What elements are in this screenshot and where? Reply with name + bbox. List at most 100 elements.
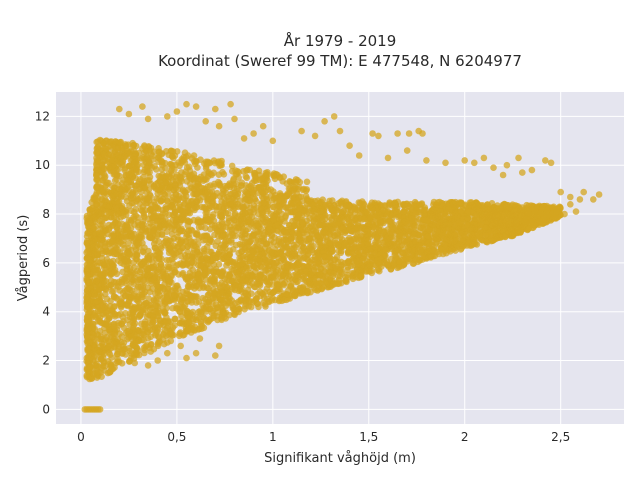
data-point [152, 244, 159, 251]
data-point [358, 262, 366, 269]
data-point [312, 286, 319, 294]
data-point [145, 295, 152, 302]
data-point [268, 297, 276, 304]
data-point [266, 226, 274, 233]
data-point [276, 296, 283, 304]
data-point [184, 243, 191, 250]
data-point [304, 287, 312, 295]
data-point [226, 299, 233, 306]
data-point [263, 260, 271, 267]
data-point [211, 280, 218, 288]
data-point [318, 285, 326, 293]
data-point [524, 208, 532, 216]
data-point [300, 244, 307, 251]
data-point [206, 248, 214, 256]
data-point [249, 280, 256, 287]
data-point [184, 197, 192, 205]
data-point [310, 265, 318, 272]
data-point [141, 271, 149, 278]
data-point [321, 215, 329, 223]
data-point [316, 271, 323, 279]
data-point [221, 275, 228, 283]
data-point [147, 206, 154, 213]
data-point [188, 227, 196, 234]
data-point [99, 341, 107, 348]
data-point [86, 259, 94, 266]
data-point [373, 204, 381, 211]
data-point [102, 309, 110, 317]
data-point [232, 241, 240, 249]
data-point [120, 183, 128, 190]
data-point [368, 267, 375, 275]
data-point [338, 270, 346, 277]
data-point [315, 220, 323, 227]
data-point [310, 275, 318, 282]
data-point [184, 327, 191, 335]
data-point [322, 274, 329, 281]
data-point [203, 284, 211, 292]
data-point [423, 217, 431, 225]
data-point [131, 208, 138, 216]
data-point [114, 229, 122, 237]
data-point [163, 290, 170, 298]
data-point [124, 301, 131, 308]
data-point [155, 255, 162, 262]
data-point [89, 265, 97, 273]
data-point [332, 263, 339, 271]
data-point [149, 224, 157, 231]
data-point [263, 219, 270, 226]
data-point [445, 205, 452, 213]
data-point [169, 250, 176, 257]
data-point [337, 249, 345, 257]
data-point [106, 203, 113, 210]
data-point [103, 248, 111, 255]
data-point [223, 283, 231, 291]
data-point [182, 320, 189, 328]
data-point [222, 293, 230, 300]
data-point [107, 363, 114, 371]
data-point [523, 201, 530, 209]
data-point [114, 350, 121, 358]
data-point [372, 243, 379, 250]
data-point [345, 246, 353, 253]
data-point [179, 244, 186, 251]
data-point [144, 328, 152, 336]
data-point [92, 212, 100, 220]
data-point [355, 267, 363, 274]
data-point [229, 277, 237, 285]
data-point [108, 237, 116, 245]
data-point [105, 343, 112, 350]
data-point [171, 296, 179, 304]
data-point [85, 216, 93, 223]
data-point [167, 337, 175, 345]
data-point [373, 234, 381, 242]
data-point [326, 263, 334, 270]
data-point [349, 269, 356, 277]
data-point [377, 217, 384, 224]
data-point [242, 290, 249, 297]
data-point [162, 318, 169, 326]
data-point [291, 250, 299, 258]
data-point [397, 225, 404, 233]
data-point [175, 225, 182, 232]
data-point [145, 247, 152, 255]
data-point [142, 260, 150, 268]
data-point [138, 220, 146, 228]
data-point [150, 265, 158, 273]
data-point [201, 269, 209, 277]
data-point [213, 309, 221, 316]
data-point [181, 302, 189, 310]
data-point [171, 266, 178, 274]
data-point [118, 203, 126, 210]
data-point [513, 206, 520, 213]
data-point [209, 300, 216, 307]
data-point [99, 259, 107, 266]
data-point [120, 318, 127, 325]
data-point [173, 244, 181, 251]
data-point [452, 209, 460, 216]
data-point [156, 195, 163, 202]
data-point [464, 214, 471, 222]
data-point [159, 210, 167, 217]
data-point [252, 296, 260, 304]
data-point [284, 238, 292, 246]
